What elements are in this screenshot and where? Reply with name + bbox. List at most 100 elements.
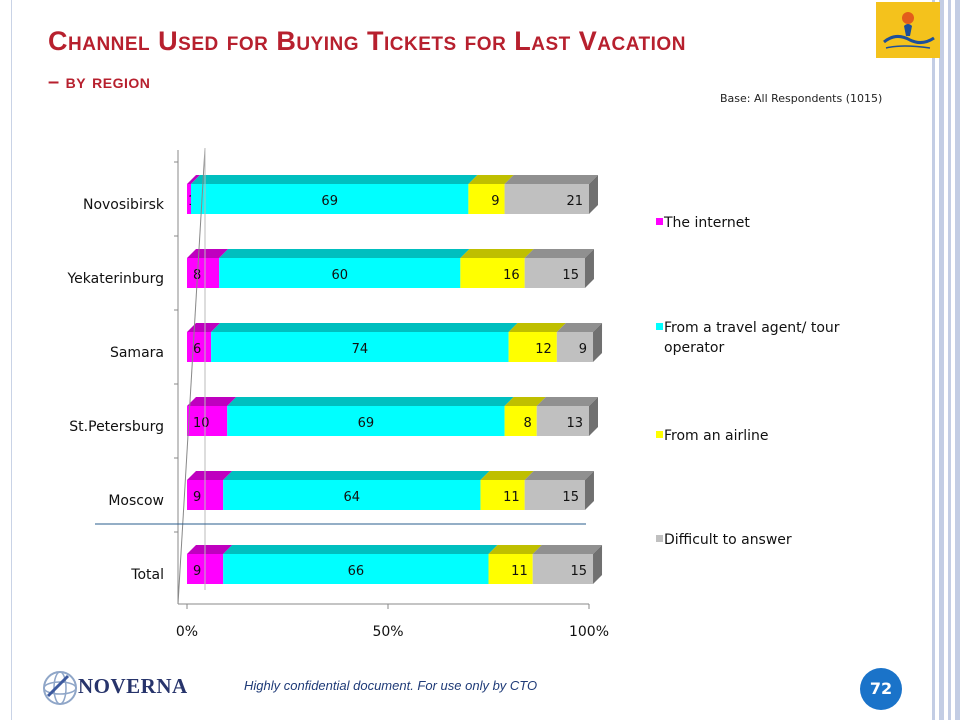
bar-side-face	[589, 175, 598, 214]
data-label: 21	[566, 194, 583, 209]
data-label: 69	[358, 416, 375, 431]
footer-confidential-note: Highly confidential document. For use on…	[244, 678, 538, 693]
bar-front-face	[536, 406, 589, 436]
category-label: Novosibirsk	[83, 197, 165, 213]
data-label: 6	[193, 342, 201, 357]
data-label: 9	[193, 564, 201, 579]
category-label: Yekaterinburg	[66, 271, 164, 287]
base-note: Base: All Respondents (1015)	[720, 92, 883, 105]
bar-segment: 16	[460, 249, 534, 288]
bar-segment: 15	[524, 249, 594, 288]
data-label: 69	[321, 194, 338, 209]
legend-item: From a travel agent/ tour operator	[656, 318, 864, 358]
bar-top-face	[468, 175, 514, 184]
bar-top-face	[211, 323, 518, 332]
legend-item: Difficult to answer	[656, 530, 864, 550]
bar-top-face	[187, 397, 237, 406]
bar-top-face	[460, 249, 534, 258]
data-label: 8	[523, 416, 531, 431]
bar-front-face	[227, 406, 505, 436]
bar-front-face	[211, 332, 509, 362]
x-tick-label: 0%	[176, 624, 198, 640]
legend-swatch	[656, 535, 663, 542]
x-tick-label: 50%	[372, 624, 403, 640]
bar-segment: 60	[219, 249, 470, 288]
bar-top-face	[556, 323, 603, 332]
bar-front-face	[191, 184, 469, 214]
bar-front-face	[187, 406, 228, 436]
bar-top-face	[504, 397, 546, 406]
title-line-2: – by region	[48, 71, 151, 93]
bar-segment: 69	[227, 397, 514, 436]
legend-item: From an airline	[656, 426, 864, 446]
bar-top-face	[191, 175, 478, 184]
bar-front-face	[480, 480, 525, 510]
bar-front-face	[468, 184, 505, 214]
bar-front-face	[508, 332, 557, 362]
bar-top-face	[187, 323, 221, 332]
bar-top-face	[480, 471, 534, 480]
data-label: 15	[570, 564, 587, 579]
bar-top-face	[187, 545, 233, 554]
bar-top-face	[187, 175, 201, 184]
bar-segment: 15	[532, 545, 603, 584]
page-number-badge: 72	[860, 668, 902, 710]
bar-side-face	[589, 397, 598, 436]
bar-front-face	[532, 554, 594, 584]
bar-top-face	[187, 471, 233, 480]
data-label: 9	[579, 342, 587, 357]
data-label: 15	[562, 268, 579, 283]
bar-front-face	[488, 554, 533, 584]
legend-swatch	[656, 431, 663, 438]
left-border-line	[11, 0, 12, 720]
bar-front-face	[223, 554, 489, 584]
right-decorative-stripes	[930, 0, 960, 720]
bar-segment: 6	[187, 323, 221, 362]
title-line-1: Channel Used for Buying Tickets for Last…	[48, 26, 686, 56]
bar-front-face	[504, 406, 537, 436]
bar-front-face	[556, 332, 594, 362]
bar-top-face	[504, 175, 598, 184]
bar-segment: 12	[508, 323, 566, 362]
legend-label: From an airline	[664, 428, 769, 444]
data-label: 10	[193, 416, 210, 431]
bar-segment: 13	[536, 397, 598, 436]
data-label: 15	[562, 490, 579, 505]
floor-edge-line	[177, 147, 206, 605]
bar-segment: 8	[504, 397, 546, 436]
bar-segment: 11	[480, 471, 534, 510]
data-label: 60	[331, 268, 348, 283]
bar-top-face	[524, 471, 594, 480]
bar-side-face	[593, 323, 603, 362]
legend-label: From a travel agent/ tour operator	[664, 320, 840, 356]
bar-side-face	[593, 545, 603, 584]
x-tick-label: 100%	[569, 624, 609, 640]
category-label: St.Petersburg	[69, 419, 164, 435]
bar-front-face	[460, 258, 525, 288]
legend-label: The internet	[664, 215, 750, 231]
legend-label: Difficult to answer	[664, 532, 792, 548]
data-label: 11	[503, 490, 520, 505]
bar-top-face	[488, 545, 542, 554]
cyprus-in-your-heart-logo	[876, 2, 940, 58]
bar-top-face	[223, 545, 498, 554]
bar-segment: 9	[468, 175, 514, 214]
bar-top-face	[508, 323, 566, 332]
bar-top-face	[227, 397, 514, 406]
data-label: 9	[193, 490, 201, 505]
category-label: Samara	[110, 345, 164, 361]
category-label: Total	[130, 567, 164, 583]
data-label: 66	[348, 564, 365, 579]
bar-front-face	[223, 480, 481, 510]
bar-segment: 9	[556, 323, 603, 362]
bar-segment: 21	[504, 175, 598, 214]
category-label: Moscow	[108, 493, 164, 509]
bar-side-face	[584, 249, 594, 288]
bar-segment: 66	[223, 545, 498, 584]
bar-front-face	[504, 184, 589, 214]
noverna-brand-text: NOVERNA	[78, 674, 188, 698]
noverna-logo	[38, 660, 188, 716]
bar-front-face	[219, 258, 461, 288]
data-label: 64	[344, 490, 361, 505]
